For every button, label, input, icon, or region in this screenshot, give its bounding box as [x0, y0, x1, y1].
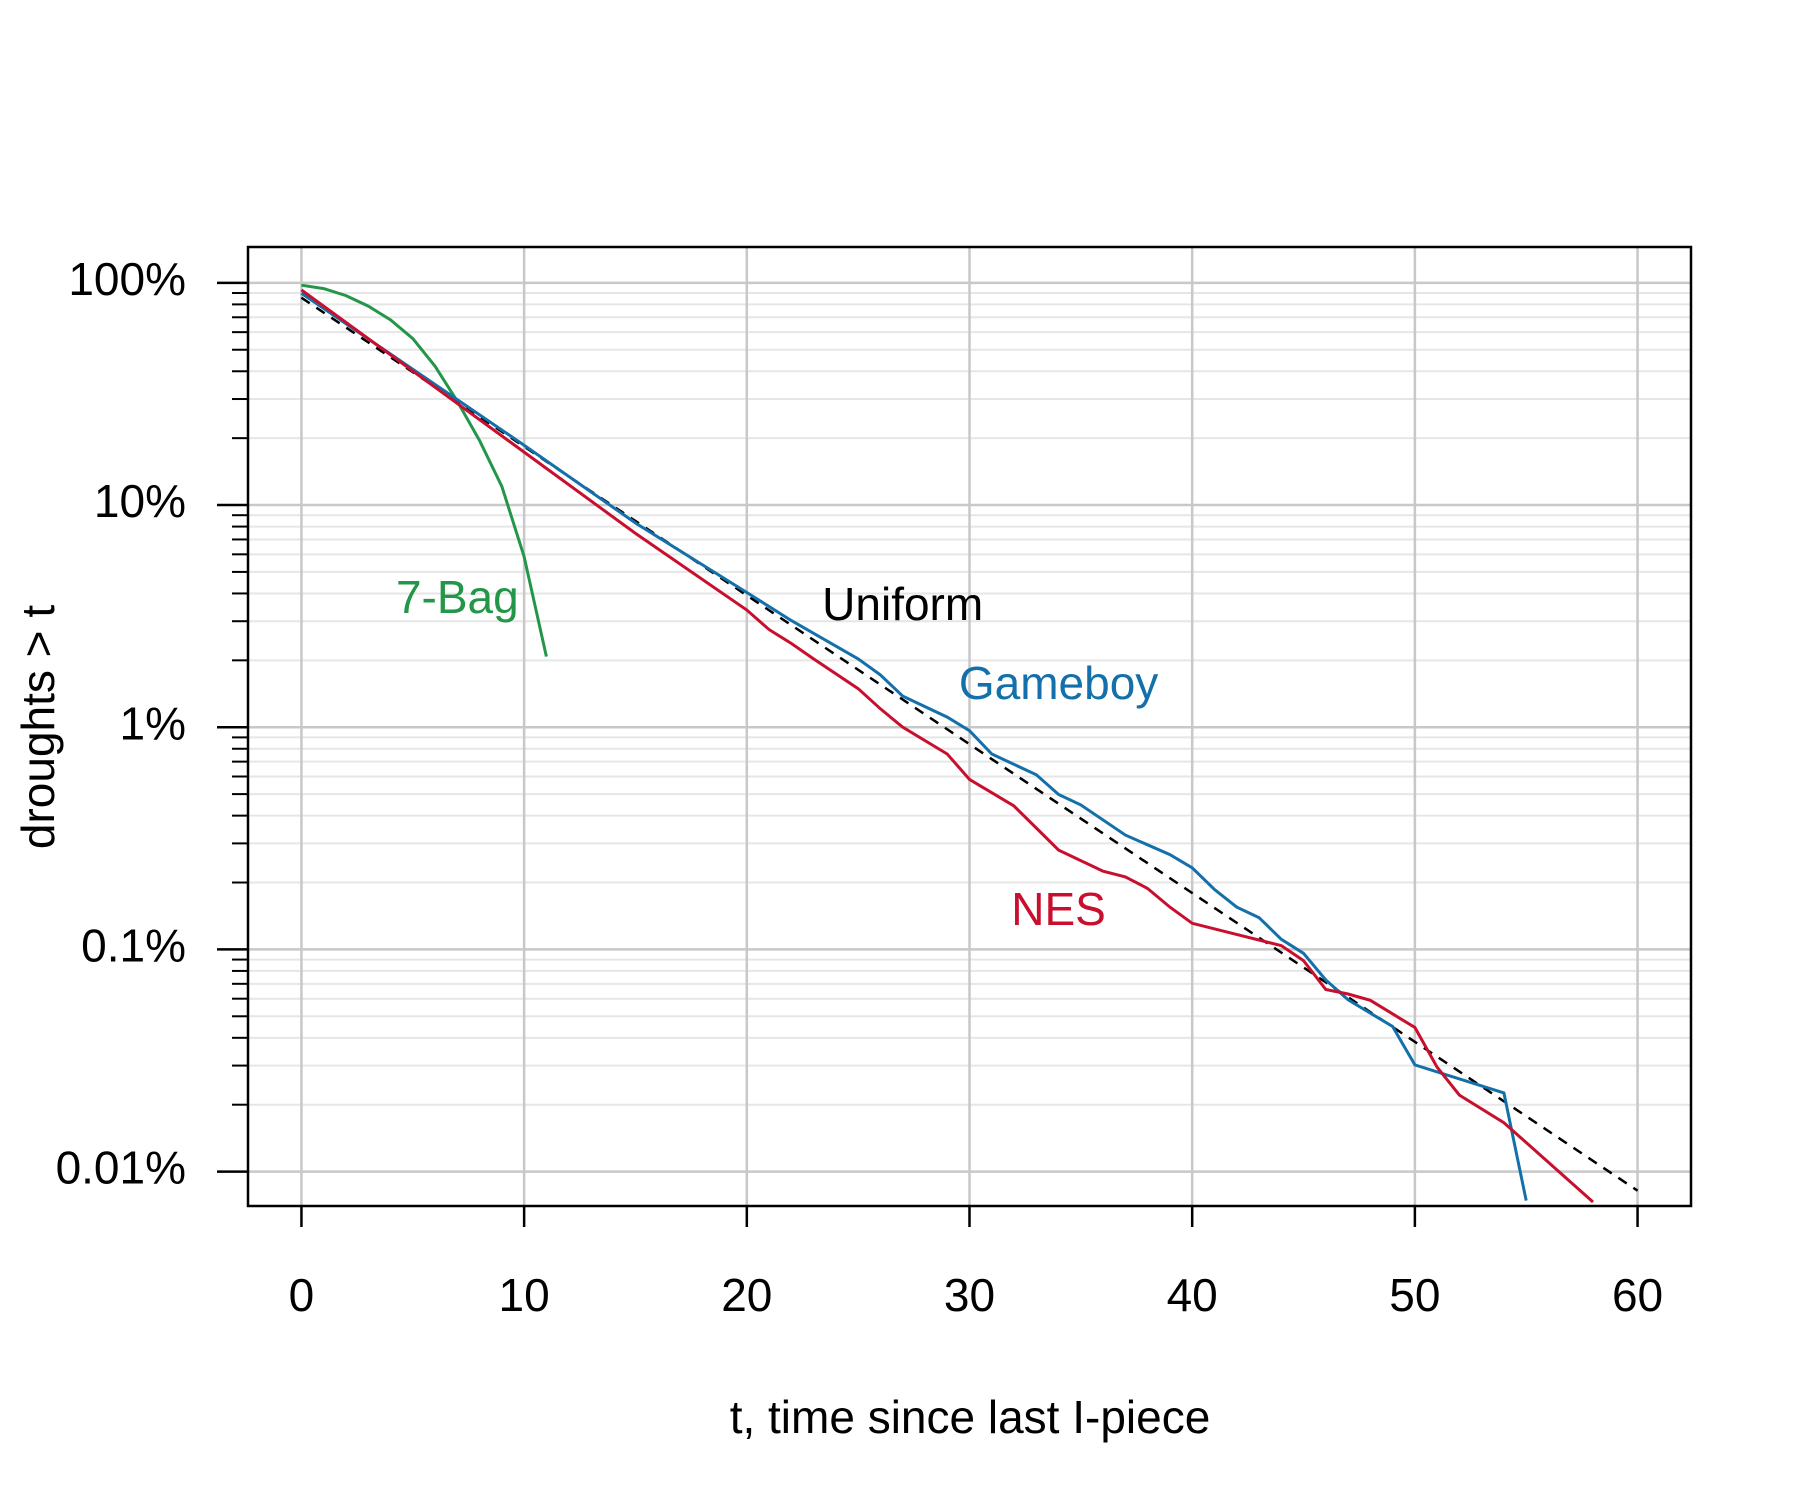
series-label: 7-Bag: [396, 571, 519, 623]
plot-frame: [246, 245, 1693, 1208]
series-line: [300, 292, 1528, 1201]
x-tick-label: 50: [1389, 1269, 1440, 1321]
x-axis-label: t, time since last I-piece: [730, 1391, 1211, 1443]
series-label: Gameboy: [959, 657, 1158, 709]
series-line: [300, 288, 1594, 1204]
x-tick-label: 20: [721, 1269, 772, 1321]
series-label: Uniform: [822, 578, 983, 630]
series-line: [301, 283, 548, 657]
x-tick-label: 40: [1167, 1269, 1218, 1321]
series-label: NES: [1011, 883, 1106, 935]
y-tick-label: 1%: [120, 697, 186, 749]
series-line: [300, 296, 1639, 1192]
x-tick-label: 60: [1612, 1269, 1663, 1321]
y-tick-label: 100%: [68, 253, 186, 305]
y-axis-label: droughts > t: [12, 605, 64, 849]
x-tick-label: 10: [499, 1269, 550, 1321]
x-tick-label: 0: [289, 1269, 315, 1321]
y-tick-label: 10%: [94, 475, 186, 527]
y-tick-label: 0.1%: [81, 920, 186, 972]
x-tick-label: 30: [944, 1269, 995, 1321]
y-tick-label: 0.01%: [56, 1142, 186, 1194]
